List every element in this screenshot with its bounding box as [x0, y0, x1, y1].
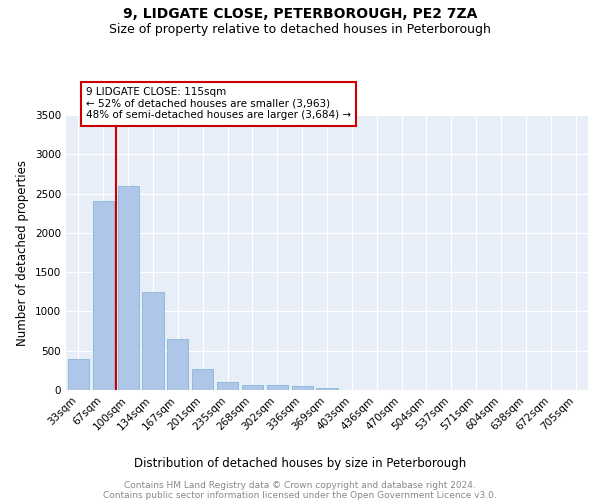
Bar [167, 339, 188, 390]
Text: Distribution of detached houses by size in Peterborough: Distribution of detached houses by size … [134, 458, 466, 470]
Bar [192, 369, 213, 390]
Y-axis label: Number of detached properties: Number of detached properties [16, 160, 29, 346]
Bar [316, 388, 338, 390]
Text: Contains HM Land Registry data © Crown copyright and database right 2024.
Contai: Contains HM Land Registry data © Crown c… [103, 481, 497, 500]
Text: 9, LIDGATE CLOSE, PETERBOROUGH, PE2 7ZA: 9, LIDGATE CLOSE, PETERBOROUGH, PE2 7ZA [123, 8, 477, 22]
Bar [267, 386, 288, 390]
Bar [292, 386, 313, 390]
Bar [118, 186, 139, 390]
Text: Size of property relative to detached houses in Peterborough: Size of property relative to detached ho… [109, 22, 491, 36]
Bar [242, 385, 263, 390]
Bar [217, 382, 238, 390]
Bar [93, 202, 114, 390]
Text: 9 LIDGATE CLOSE: 115sqm
← 52% of detached houses are smaller (3,963)
48% of semi: 9 LIDGATE CLOSE: 115sqm ← 52% of detache… [86, 88, 351, 120]
Bar [142, 292, 164, 390]
Bar [68, 358, 89, 390]
